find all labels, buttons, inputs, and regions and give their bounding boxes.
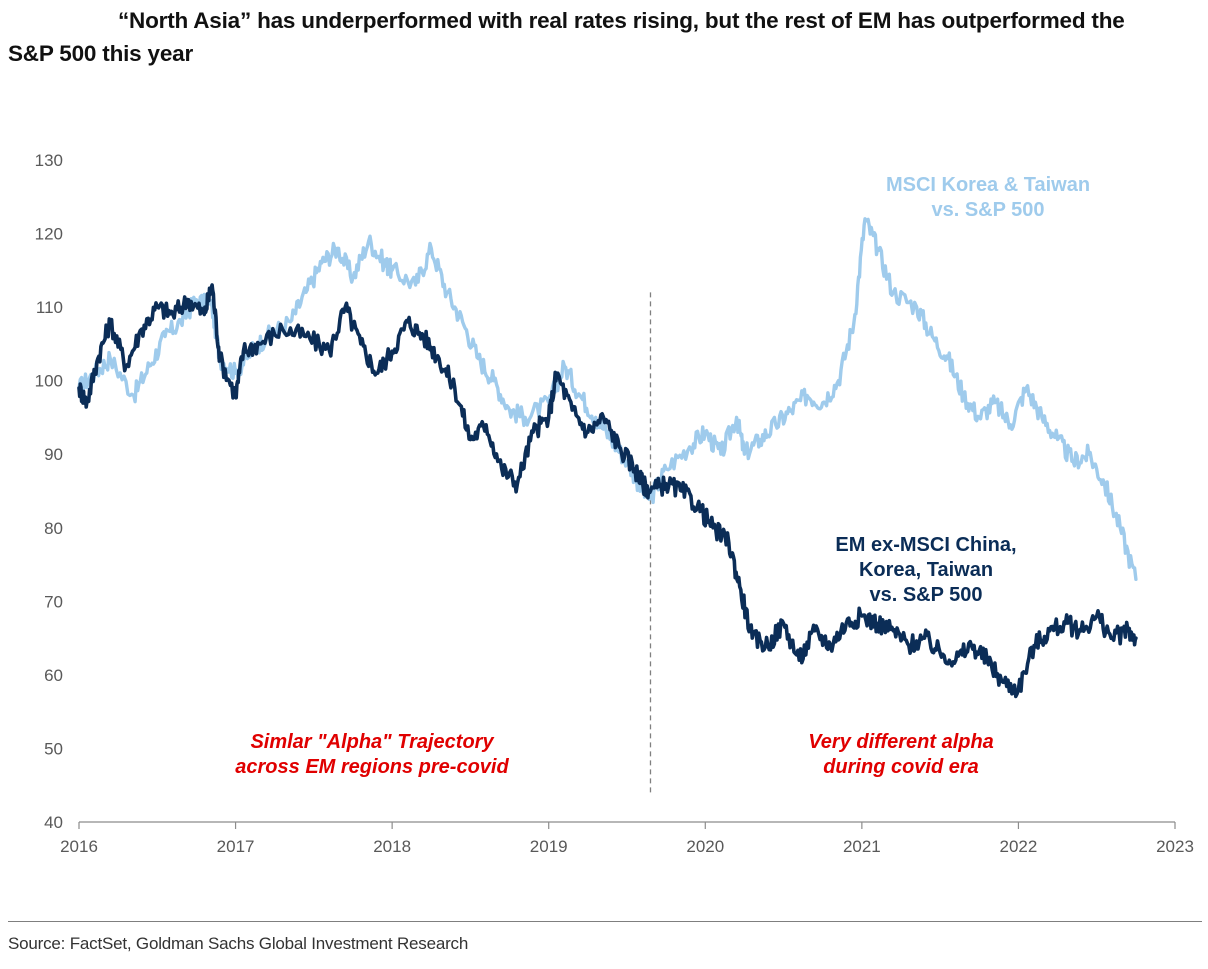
x-tick-label: 2017 [217, 837, 255, 856]
y-tick-label: 80 [44, 519, 63, 538]
footer-divider [8, 921, 1202, 922]
y-tick-label: 60 [44, 666, 63, 685]
chart-title-line-1: “North Asia” has underperformed with rea… [118, 8, 1125, 33]
annotation-korea-taiwan-line-1: MSCI Korea & Taiwan [886, 174, 1090, 196]
y-tick-label: 40 [44, 813, 63, 832]
annotation-covid-era-line-1: Very different alpha [808, 731, 994, 753]
y-tick-label: 70 [44, 592, 63, 611]
source-note: Source: FactSet, Goldman Sachs Global In… [8, 934, 469, 953]
y-tick-label: 100 [35, 372, 63, 391]
y-tick-label: 50 [44, 739, 63, 758]
annotation-em-ex-line-3: vs. S&P 500 [869, 584, 982, 606]
x-axis: 2016 2017 2018 2019 2020 2021 2022 2023 [60, 821, 1194, 856]
annotation-korea-taiwan-line-2: vs. S&P 500 [931, 199, 1044, 221]
x-tick-label: 2023 [1156, 837, 1194, 856]
annotation-pre-covid-line-1: Simlar "Alpha" Trajectory [250, 731, 494, 753]
x-tick-label: 2021 [843, 837, 881, 856]
y-tick-label: 90 [44, 445, 63, 464]
y-tick-label: 120 [35, 225, 63, 244]
x-tick-label: 2018 [373, 837, 411, 856]
chart-title-line-2: S&P 500 this year [8, 41, 194, 66]
annotation-pre-covid-line-2: across EM regions pre-covid [235, 756, 509, 778]
y-tick-label: 110 [36, 298, 63, 317]
series-group [77, 217, 1138, 699]
y-axis: 40 50 60 70 80 90 100 110 120 130 [35, 151, 63, 832]
annotation-covid-era-line-2: during covid era [823, 756, 979, 778]
x-tick-label: 2022 [1000, 837, 1038, 856]
x-tick-label: 2019 [530, 837, 568, 856]
annotation-em-ex-line-1: EM ex-MSCI China, [835, 534, 1016, 556]
x-tick-label: 2020 [686, 837, 724, 856]
y-tick-label: 130 [35, 151, 63, 170]
chart-title: “North Asia” has underperformed with rea… [8, 4, 1198, 70]
x-tick-label: 2016 [60, 837, 98, 856]
series-line-em-ex-china-korea-taiwan [77, 283, 1138, 699]
series-line-msci-korea-taiwan [77, 217, 1138, 581]
annotation-em-ex-line-2: Korea, Taiwan [859, 559, 993, 581]
